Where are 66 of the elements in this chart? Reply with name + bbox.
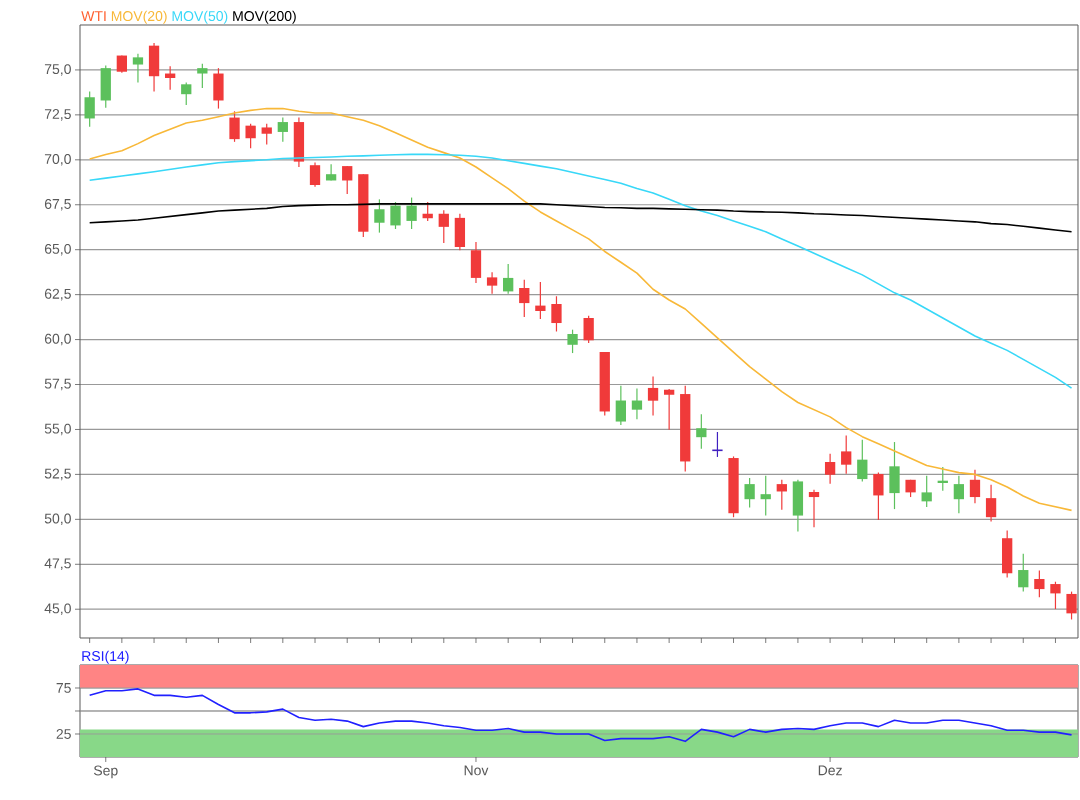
candlestick	[438, 209, 449, 244]
text: MOV(50)	[172, 10, 228, 24]
candlestick	[873, 471, 884, 521]
candlestick	[696, 413, 707, 450]
y-tick-label: 55,0	[44, 423, 71, 436]
candlestick	[969, 469, 981, 504]
candlestick	[841, 434, 852, 475]
y-tick-label: 62,5	[44, 288, 71, 301]
y-tick-label: 75,0	[44, 64, 71, 76]
candlestick	[277, 116, 288, 143]
candlestick	[857, 439, 868, 483]
candlestick	[390, 201, 401, 230]
candlestick	[615, 385, 626, 426]
candlestick	[519, 279, 530, 318]
candlestick	[309, 161, 321, 188]
candlestick	[760, 475, 771, 517]
series-label: RSI(14)	[82, 650, 129, 664]
y-tick-label: 52,5	[44, 468, 71, 481]
y-tick-label: 25	[56, 729, 71, 739]
candlestick	[245, 123, 256, 149]
candlestick	[406, 196, 417, 230]
y-tick-label: 70,0	[44, 154, 71, 166]
candlestick	[953, 475, 965, 514]
candlestick	[631, 387, 643, 420]
x-tick-label: Sep	[93, 765, 118, 779]
candlestick	[776, 479, 787, 511]
candlestick	[374, 198, 385, 234]
candlestick	[229, 110, 240, 143]
candlestick	[261, 123, 272, 146]
candlestick	[1034, 569, 1045, 598]
y-tick-label: 72,5	[44, 109, 71, 121]
y-tick-label: 67,5	[44, 198, 71, 211]
text: MOV(20)	[111, 10, 167, 24]
candlestick	[824, 453, 836, 485]
candlestick	[325, 163, 337, 182]
y-tick-label: 75	[56, 683, 71, 693]
candlestick	[342, 165, 353, 195]
candlestick	[84, 90, 95, 128]
candlestick	[567, 329, 578, 354]
y-tick-label: 45,0	[44, 603, 71, 615]
candlestick	[985, 484, 997, 523]
candlestick	[1018, 553, 1029, 593]
x-tick-label: Nov	[464, 765, 489, 776]
candlestick	[808, 489, 820, 528]
x-tick-label: Dez	[818, 765, 842, 776]
candlestick	[132, 53, 144, 84]
candlestick	[486, 271, 498, 295]
candlestick	[551, 295, 562, 333]
candlestick	[503, 263, 514, 295]
candlestick	[1050, 581, 1061, 610]
candlestick	[647, 375, 659, 417]
text: MOV(200)	[233, 10, 296, 24]
candlestick	[535, 281, 546, 320]
y-tick-label: 50,0	[44, 513, 71, 526]
y-tick-label: 47,5	[44, 558, 71, 570]
candlestick	[583, 315, 594, 344]
candlestick	[181, 81, 192, 106]
candlestick	[744, 477, 755, 509]
candlestick	[663, 388, 675, 431]
y-tick-label: 65,0	[44, 243, 71, 256]
candlestick	[921, 475, 932, 508]
candlestick	[197, 63, 208, 89]
candlestick	[1066, 591, 1077, 621]
y-tick-label: 60,0	[44, 333, 71, 346]
text: WTI	[81, 11, 106, 21]
y-tick-label: 57,5	[44, 378, 71, 391]
